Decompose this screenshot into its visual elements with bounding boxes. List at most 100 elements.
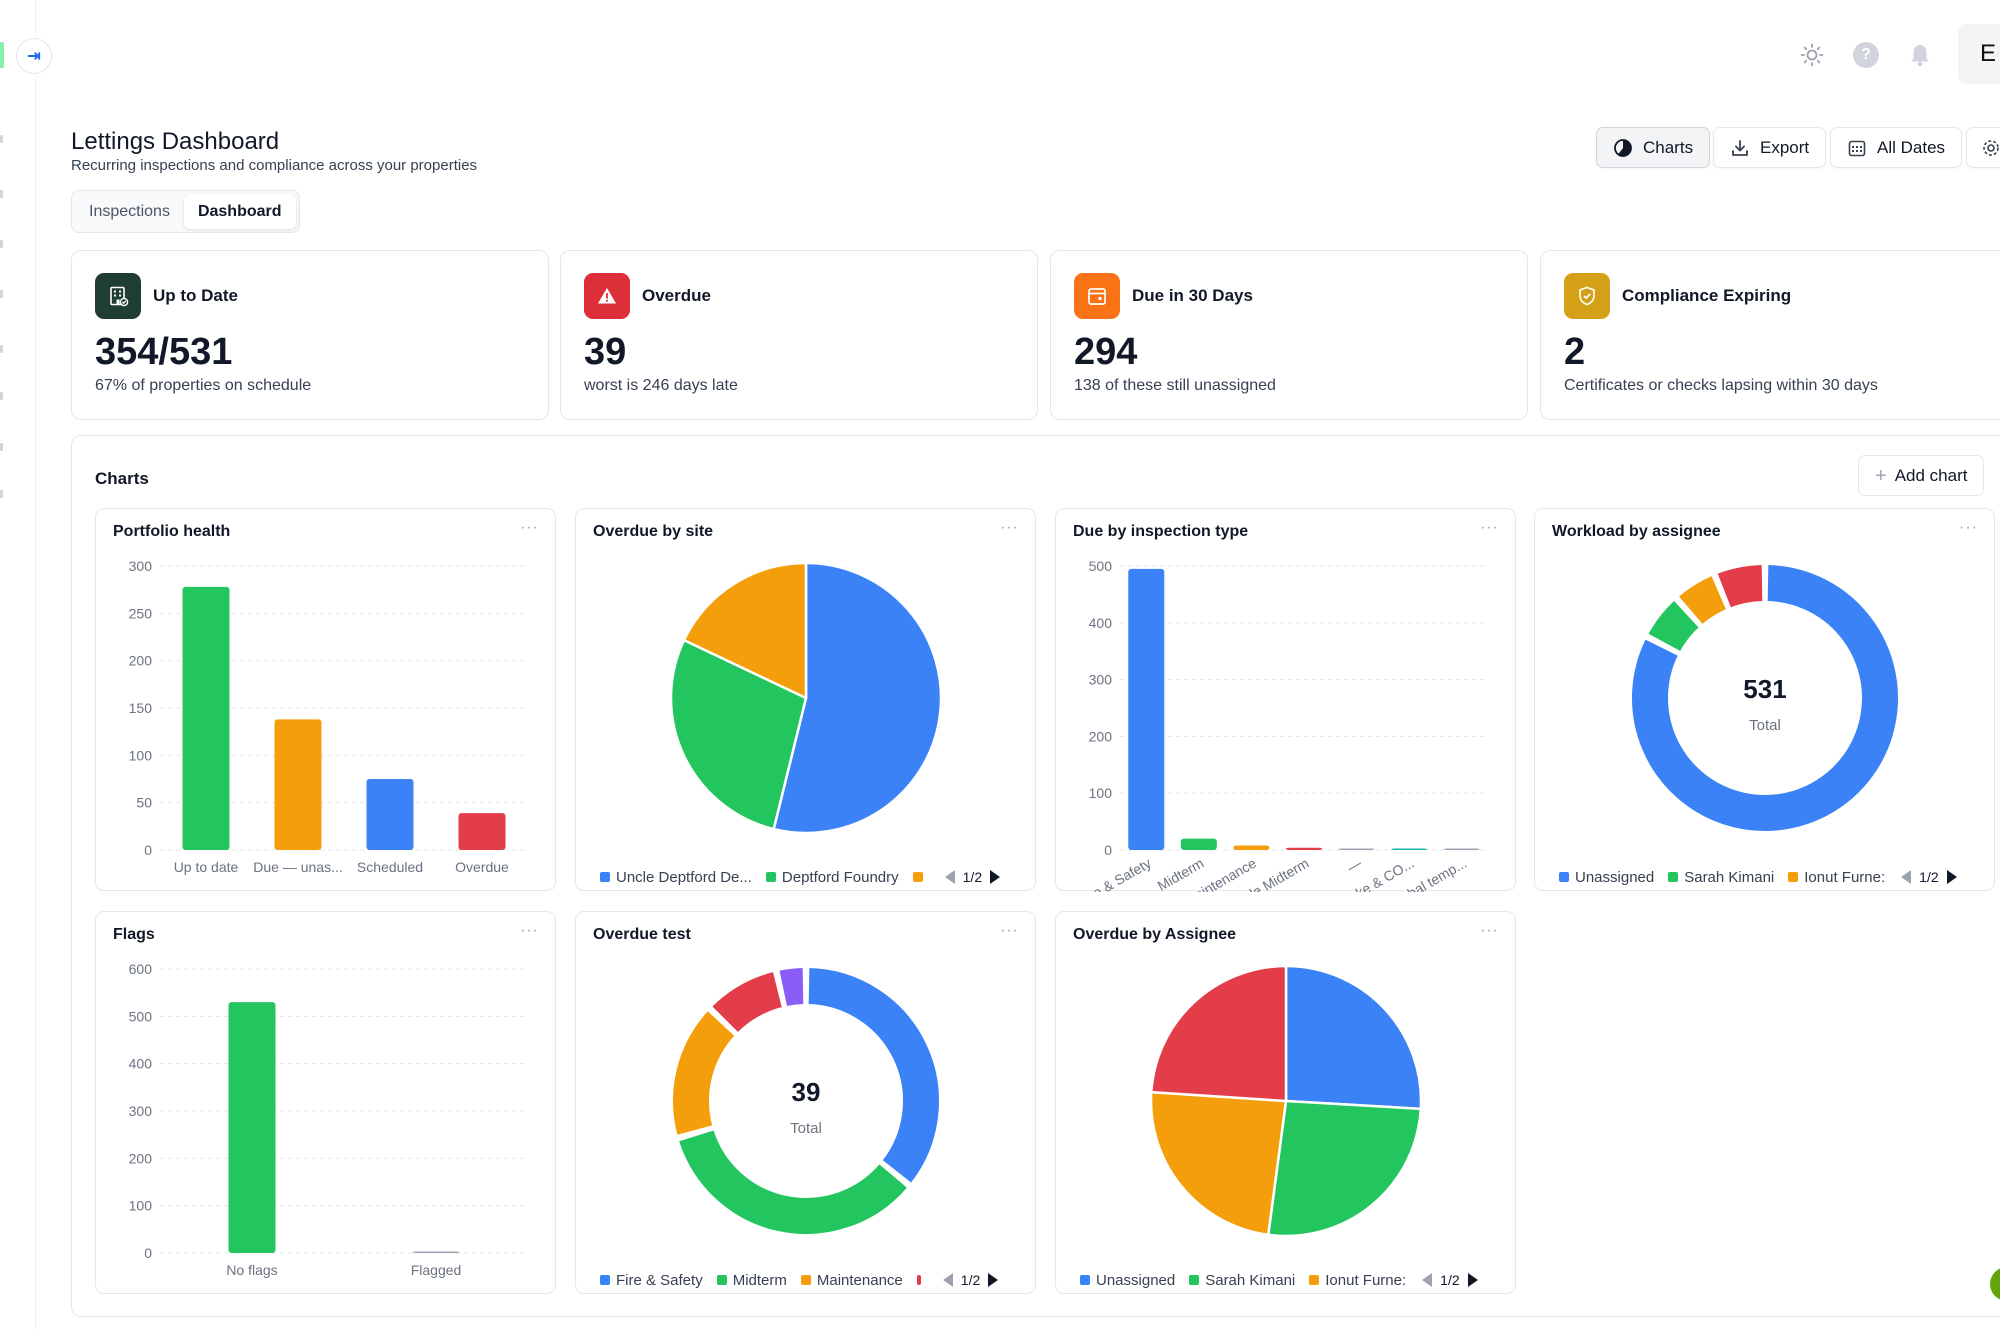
settings-button[interactable]	[1966, 127, 2000, 168]
legend-item[interactable]: Ionut Furne:	[1309, 1272, 1406, 1289]
calendar-icon	[1074, 273, 1120, 319]
warning-icon	[584, 273, 630, 319]
rail-nav-item[interactable]	[0, 443, 3, 451]
plus-icon: +	[1875, 464, 1887, 487]
more-icon[interactable]: ···	[1000, 922, 1019, 939]
page-title: Lettings Dashboard	[71, 128, 280, 155]
pie-slice	[772, 561, 943, 835]
prev-page-icon[interactable]	[942, 1273, 953, 1287]
more-icon[interactable]: ···	[1000, 519, 1019, 536]
legend-item[interactable]: Unassigned	[1559, 869, 1654, 886]
chat-launcher-button[interactable]	[1990, 1267, 2000, 1301]
sun-icon[interactable]	[1797, 40, 1827, 70]
kpi-description: 138 of these still unassigned	[1074, 377, 1276, 394]
pie-slice	[1150, 964, 1288, 1103]
download-icon	[1732, 139, 1748, 156]
x-tick-label: Fire & Safety	[1076, 855, 1154, 892]
next-page-icon[interactable]	[990, 870, 1001, 884]
bar	[1233, 845, 1270, 850]
chart-card-portfolio-health: Portfolio health ··· 0 50 100 150 200 250 300 U…	[95, 508, 556, 891]
legend-item[interactable]: Sarah Kimani	[1668, 869, 1774, 886]
y-tick-label: 500	[1089, 558, 1113, 574]
next-page-icon[interactable]	[988, 1273, 999, 1287]
chart-card-overdue-by-assignee: Overdue by Assignee ··· Unassigned Sarah…	[1055, 911, 1516, 1294]
bar	[182, 586, 230, 850]
bar	[458, 813, 506, 850]
y-tick-label: 50	[136, 795, 152, 811]
legend-item[interactable]: Maintenance	[800, 1272, 903, 1289]
kpi-card-compliance-expiring[interactable]: Compliance Expiring 2 Certificates or ch…	[1540, 250, 2000, 420]
y-tick-label: 600	[129, 961, 153, 977]
chart-title: Overdue by site	[593, 523, 714, 540]
pie-slice	[806, 966, 941, 1185]
next-page-icon[interactable]	[1467, 1273, 1478, 1287]
y-tick-label: 100	[129, 1198, 153, 1214]
kpi-value: 294	[1074, 331, 1138, 373]
bar	[1286, 847, 1322, 850]
y-tick-label: 0	[144, 842, 152, 858]
legend-item[interactable]: Sarah Kimani	[1189, 1272, 1295, 1289]
pie-slice	[1715, 563, 1765, 610]
y-tick-label: 250	[129, 605, 153, 621]
add-chart-label: Add chart	[1894, 465, 1968, 485]
workload-by-assignee-chart: 531 Total	[1630, 563, 1900, 833]
help-icon[interactable]: ?	[1851, 40, 1881, 70]
pie-slice	[1646, 598, 1701, 654]
legend-item[interactable]: Midterm	[716, 1272, 787, 1289]
legend-item[interactable]: Unassigned	[1080, 1272, 1175, 1289]
tab-dashboard[interactable]: Dashboard	[183, 194, 296, 229]
rail-nav-item[interactable]	[0, 135, 3, 143]
kpi-card-up-to-date[interactable]: Up to Date 354/531 67% of properties on …	[71, 250, 549, 420]
rail-nav-item[interactable]	[0, 240, 3, 248]
overdue-by-assignee-chart	[1149, 964, 1423, 1238]
x-tick-label: Smoke & CO...	[1328, 855, 1417, 892]
next-page-icon[interactable]	[1946, 870, 1957, 884]
add-chart-button[interactable]: + Add chart	[1858, 455, 1985, 496]
legend-item[interactable]: Deptford Foundry	[765, 869, 899, 886]
chart-title: Flags	[113, 926, 155, 943]
prev-page-icon[interactable]	[1422, 1273, 1433, 1287]
rail-nav-item[interactable]	[0, 290, 3, 298]
rail-nav-item[interactable]	[0, 490, 3, 498]
x-tick-label: Overdue	[455, 859, 509, 875]
prev-page-icon[interactable]	[1901, 870, 1912, 884]
more-icon[interactable]: ···	[1959, 519, 1978, 536]
rail-nav-item[interactable]	[0, 392, 3, 400]
charts-button[interactable]: Charts	[1596, 127, 1711, 168]
more-icon[interactable]: ···	[520, 922, 539, 939]
more-icon[interactable]: ···	[520, 519, 539, 536]
user-avatar[interactable]: E	[1958, 24, 2000, 84]
kpi-label: Up to Date	[153, 286, 238, 305]
rail-nav-item[interactable]	[0, 345, 3, 353]
all-dates-button-label: All Dates	[1877, 137, 1946, 157]
rail-nav-item[interactable]	[0, 190, 3, 198]
export-button[interactable]: Export	[1713, 127, 1827, 168]
all-dates-button[interactable]: All Dates	[1830, 127, 1963, 168]
legend-item[interactable]	[912, 872, 929, 882]
more-icon[interactable]: ···	[1480, 519, 1499, 536]
bar	[1443, 848, 1480, 850]
legend-item[interactable]: Fire & Safety	[600, 1272, 703, 1289]
pie-slice	[1149, 1090, 1288, 1237]
kpi-card-overdue[interactable]: Overdue 39 worst is 246 days late	[560, 250, 1038, 420]
pie-slice	[1284, 964, 1423, 1111]
legend-item[interactable]: Uncle Deptford De...	[600, 869, 752, 886]
prev-page-icon[interactable]	[944, 870, 955, 884]
expand-sidebar-icon[interactable]: ⇥	[16, 38, 52, 74]
legend-item[interactable]: Ionut Furne:	[1788, 869, 1885, 886]
more-icon[interactable]: ···	[1480, 922, 1499, 939]
donut-center-label: Total	[1749, 717, 1781, 734]
pie-chart-icon	[1614, 138, 1632, 157]
pie-slice	[1266, 1099, 1423, 1238]
kpi-description: Certificates or checks lapsing within 30…	[1564, 377, 1878, 394]
page-indicator: 1/2	[1919, 869, 1939, 885]
chart-card-overdue-test: Overdue test ··· 39 Total Fire & Safety M…	[575, 911, 1036, 1294]
kpi-value: 2	[1564, 331, 1586, 373]
legend-item[interactable]	[916, 1275, 927, 1285]
tab-inspections[interactable]: Inspections	[89, 202, 170, 220]
rail-active-indicator	[0, 42, 4, 68]
chart-card-due-by-inspection-type: Due by inspection type ··· 0 100 200 300 400…	[1055, 508, 1516, 892]
bar	[228, 1002, 276, 1253]
kpi-card-due-in-30-days[interactable]: Due in 30 Days 294 138 of these still un…	[1050, 250, 1528, 420]
bell-icon[interactable]	[1905, 40, 1935, 70]
